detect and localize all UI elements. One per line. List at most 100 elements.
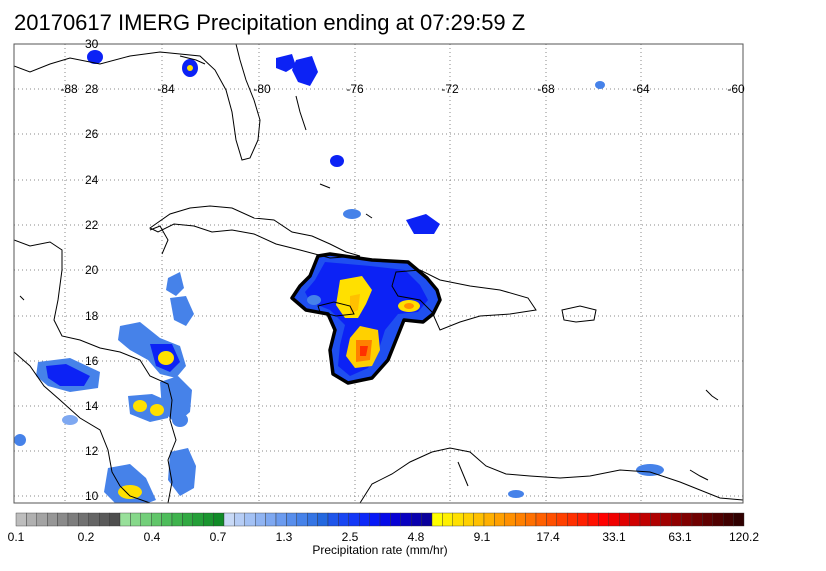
colorbar-swatch	[359, 512, 370, 527]
lon-tick-label: -88	[60, 82, 78, 96]
lon-tick-label: -68	[537, 82, 555, 96]
colorbar-swatch	[525, 512, 537, 527]
colorbar-swatch	[47, 512, 58, 527]
colorbar-swatch	[338, 512, 349, 527]
lat-tick-labels: 30 28 26 24 22 20 18 16 14 12 10	[85, 37, 99, 503]
colorbar-swatch	[348, 512, 360, 527]
lat-tick-label: 16	[85, 354, 99, 368]
colorbar-swatch	[494, 512, 505, 527]
colorbar-swatch	[639, 512, 651, 527]
colorbar-swatch	[473, 512, 485, 527]
colorbar-swatch	[57, 512, 69, 527]
colorbar-swatch	[369, 512, 381, 527]
colorbar-title: Precipitation rate (mm/hr)	[312, 543, 447, 557]
colorbar	[15, 512, 745, 527]
lat-tick-label: 10	[85, 489, 99, 503]
colorbar-tick-labels: 0.1 0.2 0.4 0.7 1.3 2.5 4.8 9.1 17.4 33.…	[8, 530, 760, 544]
colorbar-swatch	[234, 512, 245, 527]
colorbar-swatch	[379, 512, 391, 527]
colorbar-swatch	[140, 512, 152, 527]
colorbar-swatch	[327, 512, 339, 527]
colorbar-swatch	[119, 512, 131, 527]
lon-tick-label: -72	[441, 82, 459, 96]
colorbar-swatch	[265, 512, 277, 527]
lat-tick-label: 26	[85, 127, 99, 141]
colorbar-swatch	[223, 512, 235, 527]
lat-tick-label: 30	[85, 37, 99, 51]
colorbar-swatch	[400, 512, 412, 527]
lat-tick-label: 20	[85, 263, 99, 277]
colorbar-swatch	[202, 512, 214, 527]
colorbar-swatch	[36, 512, 48, 527]
colorbar-tick-label: 0.1	[8, 530, 25, 544]
colorbar-swatch	[431, 512, 443, 527]
colorbar-tick-label: 4.8	[408, 530, 425, 544]
colorbar-swatch	[660, 512, 672, 527]
colorbar-tick-label: 63.1	[668, 530, 692, 544]
colorbar-swatch	[307, 512, 318, 527]
colorbar-swatch	[150, 512, 162, 527]
colorbar-tick-label: 33.1	[602, 530, 626, 544]
plot-frame	[13, 43, 744, 504]
colorbar-swatch	[442, 512, 453, 527]
colorbar-swatch	[161, 512, 173, 527]
colorbar-swatch	[98, 512, 110, 527]
lon-tick-labels: -88 -84 -80 -76 -72 -68 -64 -60	[60, 82, 745, 96]
colorbar-swatch	[463, 512, 474, 527]
colorbar-tick-label: 0.4	[144, 530, 161, 544]
colorbar-tick-label: 17.4	[536, 530, 560, 544]
lat-tick-label: 22	[85, 218, 99, 232]
lon-tick-label: -60	[727, 82, 745, 96]
colorbar-swatch	[598, 512, 610, 527]
colorbar-swatch	[109, 512, 121, 527]
colorbar-swatch	[733, 512, 745, 527]
colorbar-swatch	[535, 512, 547, 527]
colorbar-swatch	[67, 512, 79, 527]
colorbar-swatch	[723, 512, 734, 527]
lat-tick-label: 12	[85, 444, 99, 458]
colorbar-swatch	[390, 512, 401, 527]
colorbar-swatch	[515, 512, 526, 527]
colorbar-swatch	[608, 512, 620, 527]
lon-tick-label: -84	[157, 82, 175, 96]
colorbar-tick-label: 120.2	[729, 530, 759, 544]
colorbar-swatch	[275, 512, 287, 527]
colorbar-swatch	[88, 512, 100, 527]
colorbar-swatch	[78, 512, 90, 527]
colorbar-swatch	[587, 512, 599, 527]
colorbar-swatch	[671, 512, 682, 527]
colorbar-swatch	[577, 512, 589, 527]
colorbar-swatch	[296, 512, 308, 527]
lat-tick-label: 24	[85, 173, 99, 187]
colorbar-swatch	[130, 512, 141, 527]
colorbar-tick-label: 1.3	[276, 530, 293, 544]
colorbar-swatch	[171, 512, 183, 527]
colorbar-swatch	[452, 512, 464, 527]
lat-tick-label: 28	[85, 82, 99, 96]
colorbar-tick-label: 0.7	[210, 530, 227, 544]
colorbar-swatch	[192, 512, 204, 527]
grid-lines	[14, 44, 743, 503]
colorbar-swatch	[681, 512, 693, 527]
colorbar-swatch	[286, 512, 297, 527]
colorbar-swatch	[483, 512, 495, 527]
colorbar-swatch	[213, 512, 225, 527]
colorbar-tick-label: 0.2	[78, 530, 95, 544]
colorbar-swatch	[567, 512, 578, 527]
lat-tick-label: 14	[85, 399, 99, 413]
lat-tick-label: 18	[85, 309, 99, 323]
colorbar-swatch	[702, 512, 714, 527]
lon-tick-label: -80	[253, 82, 271, 96]
colorbar-swatch	[629, 512, 641, 527]
colorbar-swatch	[504, 512, 516, 527]
colorbar-swatch	[712, 512, 724, 527]
colorbar-swatch	[411, 512, 422, 527]
colorbar-swatch	[254, 512, 266, 527]
colorbar-swatch	[650, 512, 662, 527]
precipitation-field	[14, 50, 664, 503]
colorbar-tick-label: 2.5	[342, 530, 359, 544]
colorbar-swatch	[556, 512, 568, 527]
lon-tick-label: -64	[632, 82, 650, 96]
colorbar-swatch	[182, 512, 193, 527]
